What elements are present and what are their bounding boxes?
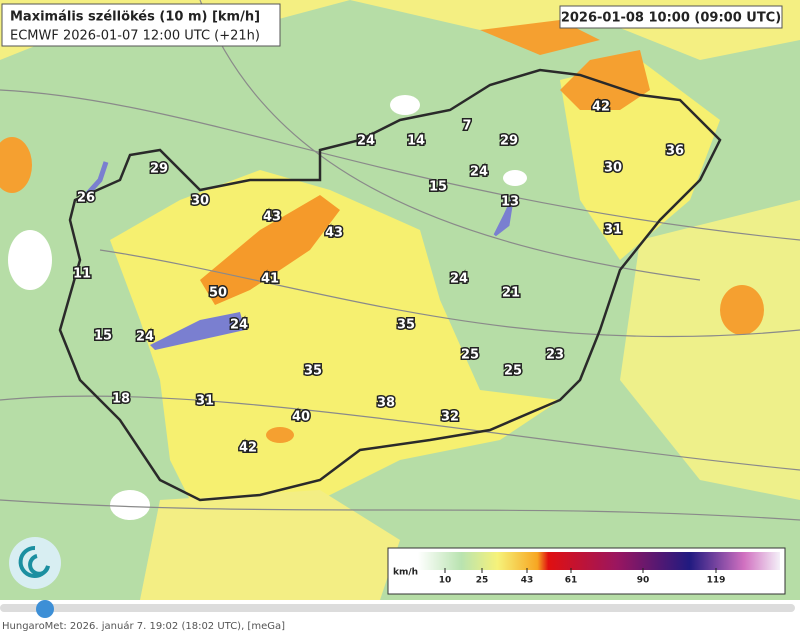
station-value: 43 — [325, 226, 343, 241]
station-value: 31 — [604, 223, 622, 238]
station-value: 7 — [462, 119, 471, 134]
yellow-area — [140, 490, 400, 600]
station-value: 23 — [546, 348, 564, 363]
footer: HungaroMet: 2026. január 7. 19:02 (18:02… — [2, 621, 286, 632]
logo — [9, 537, 61, 589]
station-value: 35 — [397, 318, 415, 333]
station-value: 42 — [592, 100, 610, 115]
station-value: 26 — [77, 191, 95, 206]
legend-bar — [418, 552, 780, 570]
station-value: 30 — [191, 194, 209, 209]
station-value: 50 — [209, 286, 227, 301]
legend-tick-label: 25 — [476, 576, 489, 586]
station-value: 29 — [500, 134, 518, 149]
station-value: 24 — [470, 165, 488, 180]
orange-area — [560, 50, 650, 110]
station-value: 40 — [292, 410, 310, 425]
orange-area — [0, 137, 32, 193]
subtitle: ECMWF 2026-01-07 12:00 UTC (+21h) — [10, 29, 260, 44]
valid-time: 2026-01-08 10:00 (09:00 UTC) — [561, 11, 781, 26]
time-box — [559, 5, 783, 29]
lake — [493, 199, 514, 237]
map: Maximális széllökés (10 m) [km/h] ECMWF … — [0, 0, 800, 600]
slider-track — [0, 604, 795, 612]
station-value: 43 — [263, 210, 281, 225]
station-value: 24 — [230, 318, 248, 333]
station-value: 38 — [377, 396, 395, 411]
station-value: 24 — [450, 272, 468, 287]
station-value: 24 — [357, 134, 375, 149]
station-value: 41 — [261, 272, 279, 287]
station-value: 32 — [441, 410, 459, 425]
slider-knob[interactable] — [36, 600, 54, 618]
station-value: 42 — [239, 441, 257, 456]
legend-tick-label: 10 — [439, 576, 452, 586]
station-value: 24 — [136, 330, 154, 345]
station-value: 11 — [73, 267, 91, 282]
legend-unit: km/h — [393, 568, 418, 578]
station-value: 25 — [504, 364, 522, 379]
orange-area — [480, 20, 600, 55]
white-area — [8, 230, 52, 290]
station-value: 18 — [112, 392, 130, 407]
station-value: 14 — [407, 134, 425, 149]
orange-area — [200, 195, 340, 305]
station-value: 29 — [150, 162, 168, 177]
streamlines — [0, 0, 800, 521]
station-value: 15 — [94, 329, 112, 344]
title: Maximális széllökés (10 m) [km/h] — [10, 10, 260, 25]
legend-tick-label: 43 — [521, 576, 534, 586]
orange-area — [266, 427, 294, 443]
white-area — [110, 490, 150, 520]
station-value: 15 — [429, 180, 447, 195]
legend-tick-label: 90 — [637, 576, 650, 586]
station-value: 21 — [502, 286, 520, 301]
station-value: 31 — [196, 394, 214, 409]
white-area — [390, 95, 420, 115]
legend-tick-label: 61 — [565, 576, 578, 586]
station-value: 36 — [666, 144, 684, 159]
yellow-area — [110, 170, 560, 520]
legend-tick-label: 119 — [707, 576, 726, 586]
legend-ticks: 10 25 43 61 90 119 — [439, 568, 726, 586]
station-value: 30 — [604, 161, 622, 176]
logo-mark — [18, 545, 50, 578]
orange-area — [720, 285, 764, 335]
station-value: 35 — [304, 364, 322, 379]
lake — [150, 312, 245, 350]
station-value: 13 — [501, 195, 519, 210]
station-value: 25 — [461, 348, 479, 363]
country-border — [58, 68, 722, 502]
title-box — [1, 3, 281, 47]
station-labels: 24 14 7 29 42 30 36 29 30 26 15 24 13 43 43 31 11 41 50 24 2… — [71, 98, 685, 457]
white-area — [503, 170, 527, 186]
